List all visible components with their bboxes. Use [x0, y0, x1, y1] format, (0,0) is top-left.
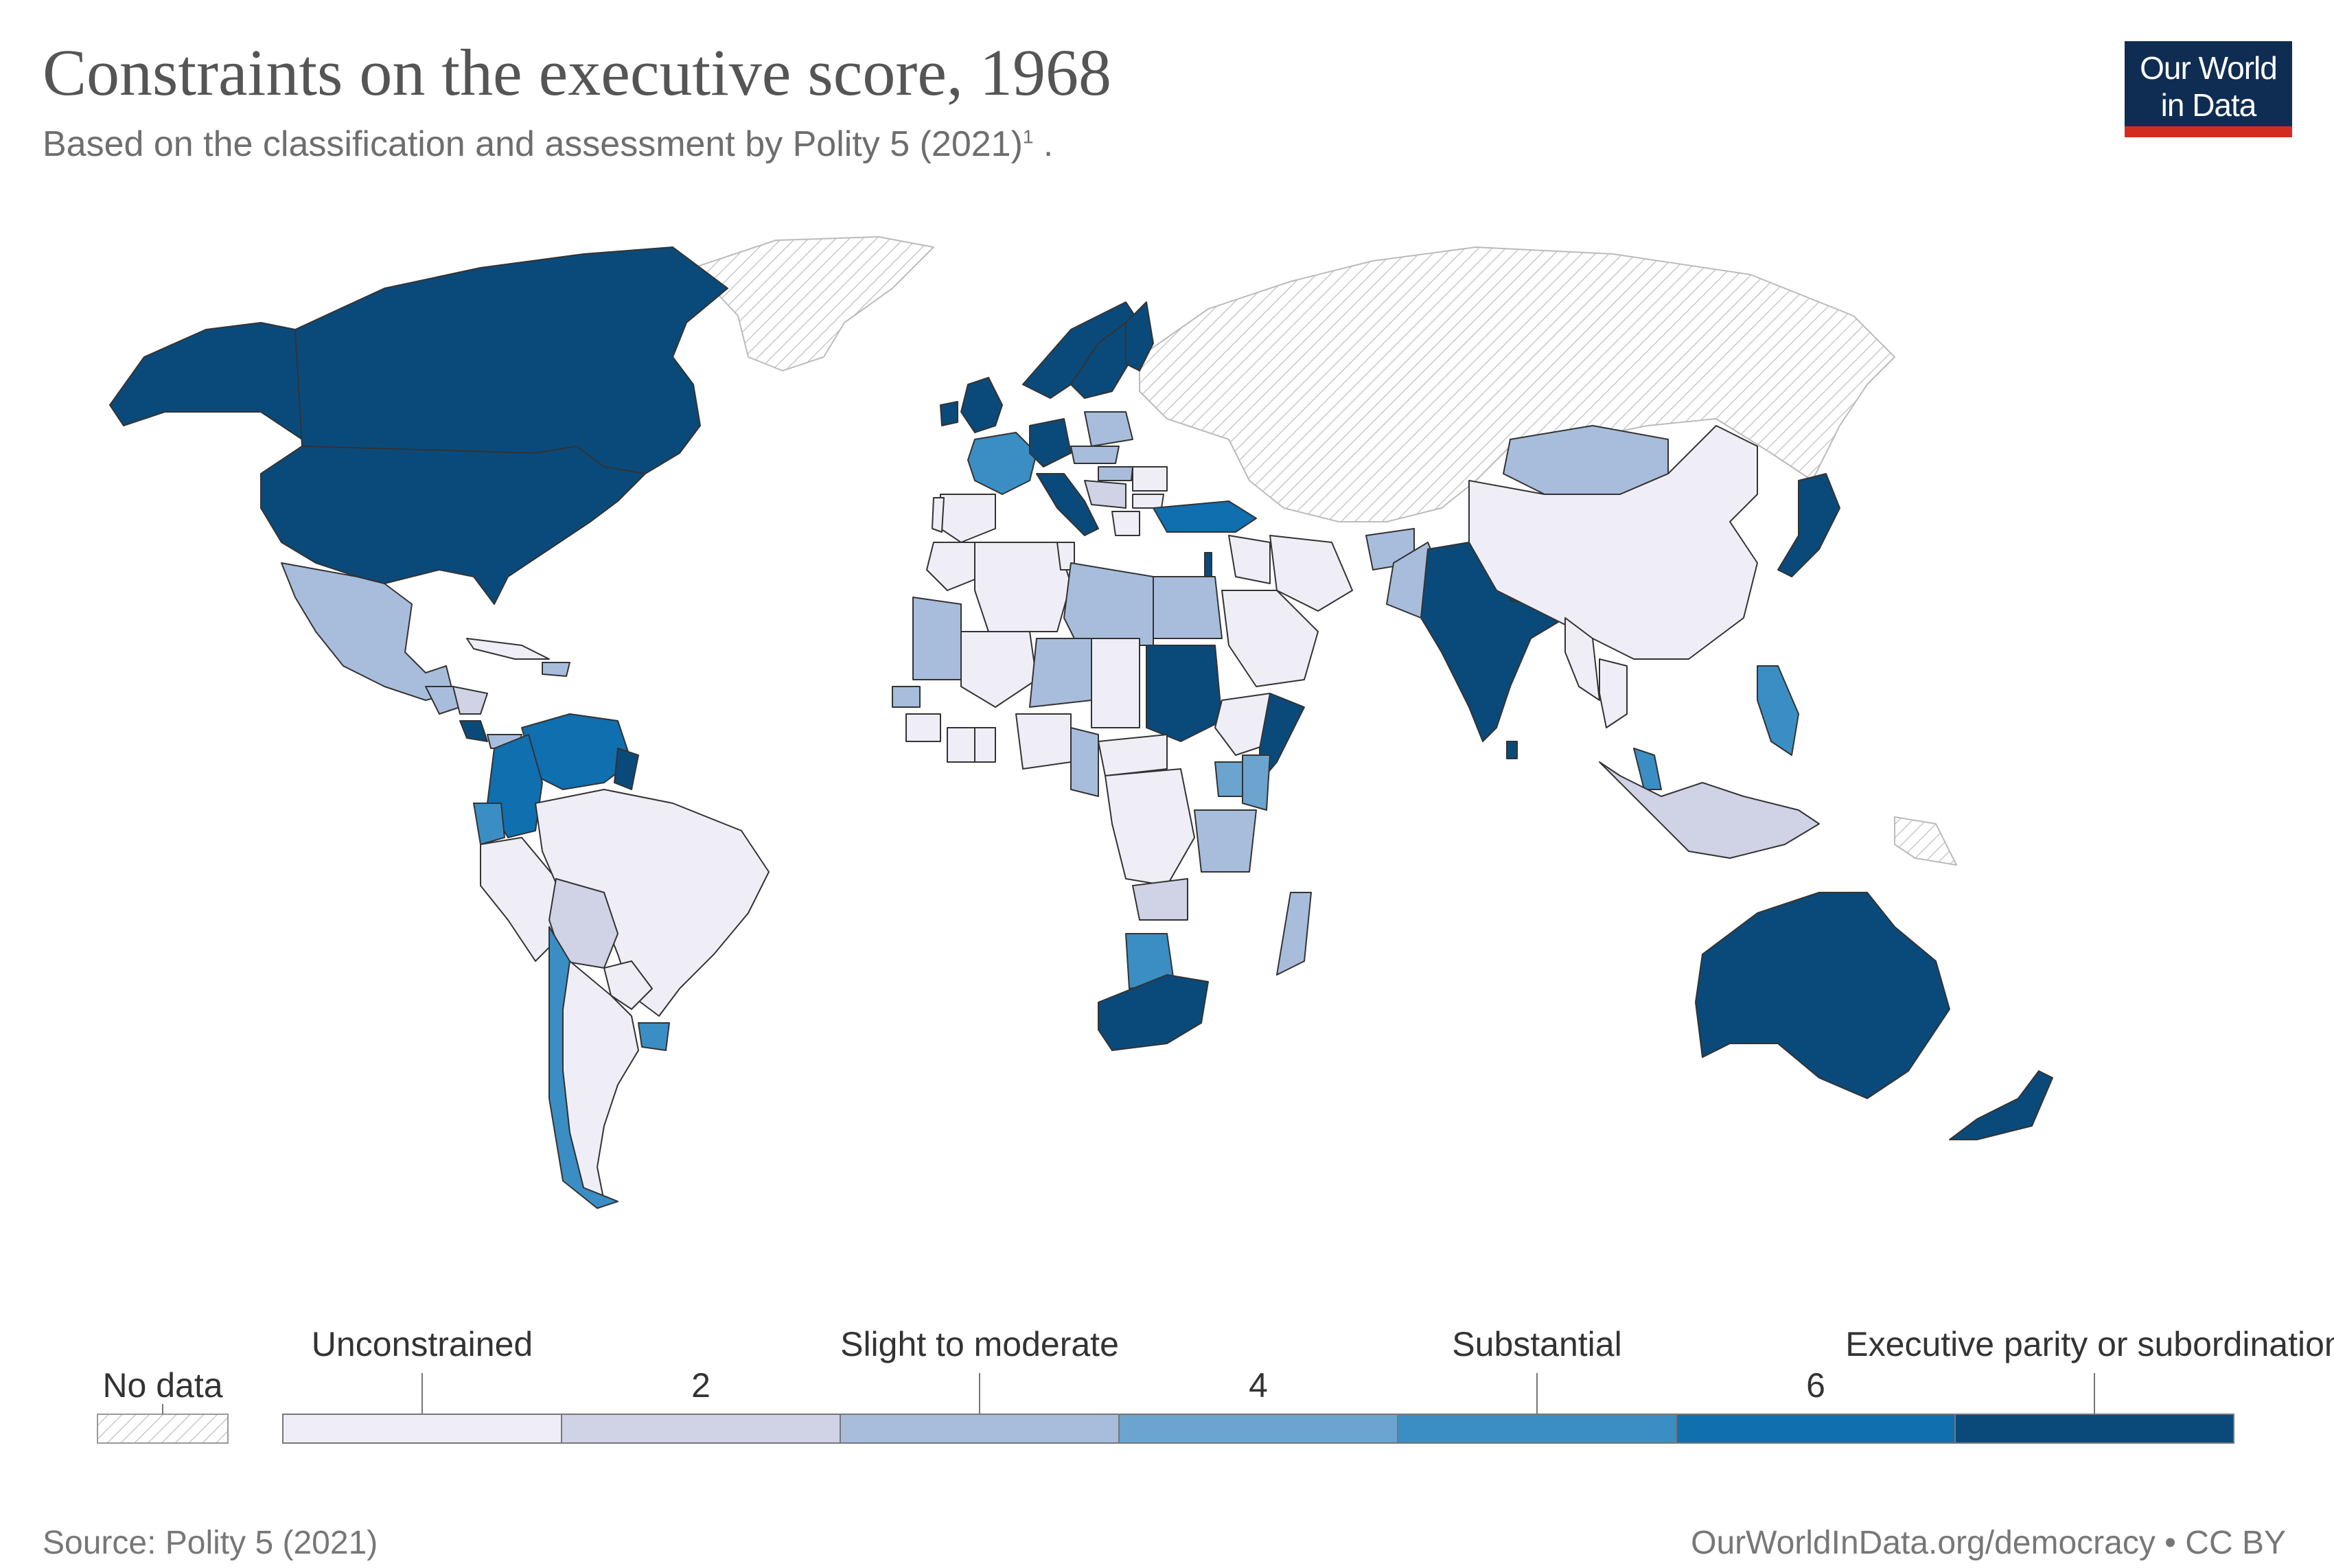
- country-sri-lanka[interactable]: [1506, 741, 1518, 759]
- legend-bin-2[interactable]: [561, 1414, 841, 1444]
- country-chad[interactable]: [1091, 638, 1140, 728]
- country-philippines[interactable]: [1757, 665, 1799, 756]
- legend-bin-3[interactable]: [840, 1414, 1120, 1444]
- country-guinea[interactable]: [905, 713, 941, 742]
- country-spain[interactable]: [940, 494, 996, 543]
- country-dominican-republic[interactable]: [542, 662, 570, 677]
- legend-bin-6[interactable]: [1676, 1414, 1956, 1444]
- country-ireland[interactable]: [940, 401, 958, 426]
- country-france[interactable]: [967, 432, 1037, 495]
- owid-logo[interactable]: Our World in Data: [2125, 41, 2292, 137]
- country-usa[interactable]: [260, 446, 646, 605]
- country-yugoslavia[interactable]: [1084, 480, 1126, 509]
- country-madagascar[interactable]: [1276, 892, 1312, 976]
- country-libya[interactable]: [1063, 562, 1154, 646]
- country-algeria[interactable]: [974, 542, 1072, 632]
- country-sudan[interactable]: [1146, 645, 1223, 742]
- country-greece[interactable]: [1111, 511, 1140, 536]
- country-alaska[interactable]: [109, 322, 303, 440]
- legend-bin-1[interactable]: [282, 1414, 562, 1444]
- country-germany[interactable]: [1029, 418, 1072, 468]
- subtitle-text: Based on the classification and assessme…: [43, 124, 1023, 164]
- country-niger[interactable]: [1029, 638, 1092, 708]
- country-portugal[interactable]: [932, 497, 945, 533]
- legend-category-label-3: Substantial: [1452, 1325, 1621, 1363]
- country-ecuador[interactable]: [473, 803, 505, 845]
- country-poland[interactable]: [1084, 411, 1133, 447]
- legend-category-label-1: Unconstrained: [312, 1325, 533, 1363]
- country-honduras[interactable]: [452, 686, 488, 715]
- country-tanzania[interactable]: [1194, 809, 1257, 873]
- country-mauritania[interactable]: [912, 597, 962, 680]
- legend-no-data-swatch[interactable]: [97, 1414, 229, 1444]
- country-ivory-coast[interactable]: [947, 727, 975, 763]
- chart-title: Constraints on the executive score, 1968: [43, 36, 1111, 109]
- country-indonesia[interactable]: [1599, 761, 1820, 859]
- country-central-african-republic[interactable]: [1098, 734, 1168, 776]
- country-mexico[interactable]: [281, 562, 454, 701]
- countries-layer[interactable]: [109, 236, 2053, 1209]
- source-note: Source: Polity 5 (2021): [43, 1525, 378, 1561]
- legend-bin-5[interactable]: [1397, 1414, 1677, 1444]
- country-south-africa[interactable]: [1098, 974, 1209, 1051]
- country-hungary[interactable]: [1098, 466, 1133, 481]
- country-czechoslovakia[interactable]: [1070, 446, 1120, 464]
- country-nigeria[interactable]: [1015, 713, 1072, 770]
- country-uk[interactable]: [960, 377, 1003, 433]
- country-mali[interactable]: [960, 631, 1037, 708]
- legend-category-label-2: Slight to moderate: [840, 1325, 1119, 1363]
- legend-tick-label-2: 2: [691, 1366, 710, 1405]
- country-zambia[interactable]: [1132, 878, 1188, 921]
- country-turkey[interactable]: [1153, 500, 1257, 533]
- country-ghana[interactable]: [974, 727, 996, 763]
- legend-bin-4[interactable]: [1118, 1414, 1398, 1444]
- logo-line-1: Our World: [2140, 50, 2278, 86]
- legend-category-label-4: Executive parity or subordination: [1845, 1325, 2334, 1363]
- country-china[interactable]: [1468, 425, 1758, 660]
- country-iran[interactable]: [1269, 535, 1353, 612]
- country-burma[interactable]: [1564, 617, 1600, 701]
- legend[interactable]: No data Unconstrained Slight to moderate Su…: [97, 1325, 2334, 1444]
- legend-tick-label-4: 4: [1249, 1366, 1268, 1405]
- country-dr-congo[interactable]: [1105, 768, 1195, 886]
- subtitle-footnote-marker[interactable]: 1: [1022, 126, 1034, 148]
- country-guyana[interactable]: [614, 748, 639, 790]
- country-finland[interactable]: [1125, 301, 1154, 371]
- country-kenya[interactable]: [1242, 754, 1271, 811]
- country-canada[interactable]: [294, 246, 728, 474]
- country-uruguay[interactable]: [638, 1022, 670, 1051]
- country-romania[interactable]: [1132, 466, 1168, 492]
- country-cameroon[interactable]: [1070, 727, 1099, 797]
- country-papua-new-guinea[interactable]: [1894, 816, 1957, 866]
- chart-subtitle: Based on the classification and assessme…: [43, 126, 1053, 162]
- legend-tick-label-6: 6: [1806, 1366, 1825, 1405]
- country-uganda[interactable]: [1214, 761, 1247, 797]
- subtitle-end: .: [1033, 124, 1054, 164]
- country-iraq[interactable]: [1228, 535, 1271, 584]
- legend-bin-7[interactable]: [1954, 1414, 2234, 1444]
- country-bulgaria[interactable]: [1132, 494, 1164, 509]
- country-egypt[interactable]: [1153, 576, 1223, 639]
- country-cuba[interactable]: [466, 638, 550, 660]
- country-israel[interactable]: [1204, 552, 1212, 577]
- country-thailand[interactable]: [1599, 658, 1628, 728]
- country-ussr[interactable]: [1139, 246, 1895, 522]
- country-italy[interactable]: [1036, 473, 1099, 536]
- country-senegal[interactable]: [892, 686, 921, 708]
- logo-line-2: in Data: [2160, 87, 2257, 123]
- country-new-zealand[interactable]: [1949, 1070, 2053, 1140]
- country-greenland[interactable]: [693, 236, 934, 371]
- country-morocco[interactable]: [926, 542, 982, 591]
- country-australia[interactable]: [1695, 892, 1950, 1099]
- country-costa-rica[interactable]: [459, 720, 488, 742]
- country-malaysia[interactable]: [1633, 748, 1662, 790]
- country-paraguay[interactable]: [603, 960, 653, 1010]
- country-japan[interactable]: [1777, 473, 1840, 577]
- country-chile[interactable]: [548, 926, 619, 1209]
- credit-link[interactable]: OurWorldInData.org/democracy • CC BY: [1691, 1525, 2286, 1561]
- country-saudi-arabia[interactable]: [1221, 590, 1319, 687]
- legend-no-data-label: No data: [102, 1366, 222, 1405]
